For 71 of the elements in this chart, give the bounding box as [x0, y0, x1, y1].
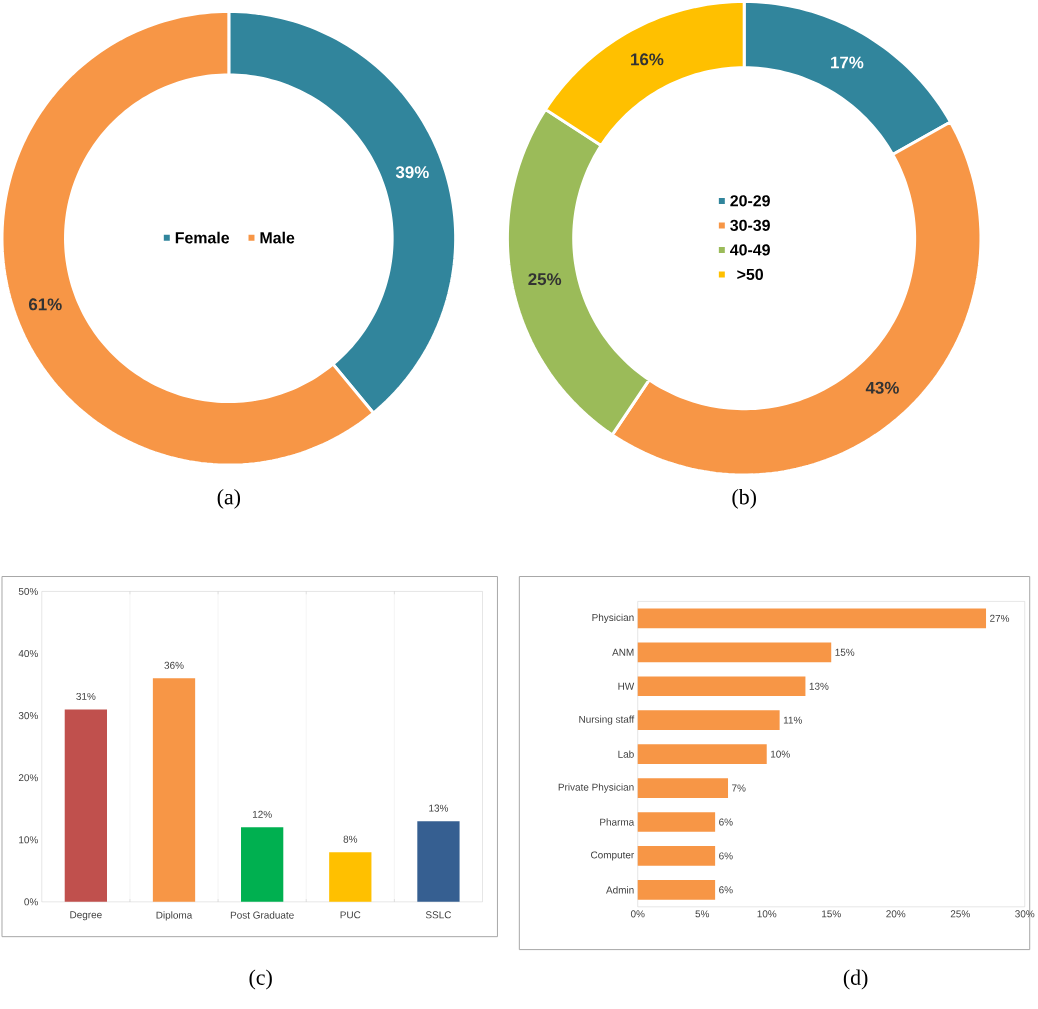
data-label: 27%	[990, 614, 1010, 622]
x-tick-label: Diploma	[156, 911, 193, 921]
bar	[241, 827, 284, 902]
data-label: 43%	[865, 381, 899, 394]
data-label: 13%	[429, 804, 449, 812]
y-tick-label: 50%	[18, 587, 38, 595]
bar	[637, 845, 716, 866]
data-label: 15%	[835, 648, 855, 656]
bar	[637, 642, 832, 663]
y-tick-label: 0%	[24, 898, 38, 906]
bar	[637, 811, 716, 832]
y-tick-label: Private Physician	[558, 783, 634, 793]
data-label: 6%	[719, 818, 733, 826]
data-label: 16%	[631, 53, 664, 66]
x-tick-label: 10%	[757, 910, 777, 918]
legend-label: 20-29	[730, 195, 770, 207]
x-tick-label: 20%	[886, 910, 906, 918]
bar	[637, 778, 729, 798]
y-tick-label: ANM	[612, 648, 634, 656]
x-tick-label: Degree	[70, 911, 102, 921]
x-tick-label: 25%	[950, 910, 970, 918]
y-tick-label: Lab	[618, 750, 634, 758]
data-label: 11%	[783, 716, 802, 724]
legend-label: Male	[260, 231, 295, 244]
data-label: 13%	[809, 682, 829, 690]
legend-label: Female	[175, 231, 230, 244]
bar	[637, 608, 987, 629]
y-tick-label: 40%	[18, 649, 38, 657]
data-label: 7%	[732, 784, 746, 792]
data-label: 10%	[771, 750, 790, 758]
data-label: 17%	[831, 56, 864, 69]
legend-label: 30-39	[730, 219, 770, 231]
y-tick-label: Admin	[606, 886, 634, 894]
text: (b)	[732, 488, 756, 509]
y-tick-label: 10%	[19, 836, 38, 844]
data-label: 12%	[252, 810, 272, 818]
y-tick-label: 20%	[18, 774, 38, 782]
data-label: 6%	[719, 852, 733, 860]
x-tick-label: Post Graduate	[230, 911, 294, 919]
bar	[637, 676, 806, 696]
data-label: 6%	[719, 886, 733, 894]
bar	[152, 678, 196, 902]
bar	[637, 744, 767, 764]
y-tick-label: Physician	[592, 613, 634, 623]
x-tick-label: SSLC	[425, 911, 452, 919]
data-label: 8%	[343, 835, 358, 843]
y-tick-label: Nursing staff	[579, 715, 635, 725]
bar	[329, 852, 372, 902]
legend-label: 40-49	[730, 244, 770, 256]
x-tick-label: 30%	[1015, 910, 1035, 918]
bar	[417, 821, 460, 902]
data-label: 31%	[76, 692, 96, 700]
data-label: 36%	[164, 661, 184, 669]
bar	[637, 710, 780, 730]
legend-label: >50	[737, 268, 763, 280]
text: (d)	[843, 969, 868, 990]
text: (a)	[217, 488, 241, 509]
data-label: 61%	[28, 298, 62, 311]
x-tick-label: PUC	[340, 911, 361, 919]
bar	[64, 709, 108, 902]
y-tick-label: Computer	[591, 851, 635, 861]
y-tick-label: Pharma	[600, 818, 635, 826]
data-label: 39%	[395, 166, 429, 179]
y-tick-label: 30%	[18, 711, 38, 719]
x-tick-label: 15%	[822, 910, 841, 918]
y-tick-label: HW	[618, 682, 635, 690]
x-tick-label: 5%	[695, 910, 710, 918]
text: (c)	[249, 969, 272, 990]
data-label: 25%	[528, 273, 562, 286]
bar	[637, 879, 716, 900]
x-tick-label: 0%	[630, 910, 645, 918]
